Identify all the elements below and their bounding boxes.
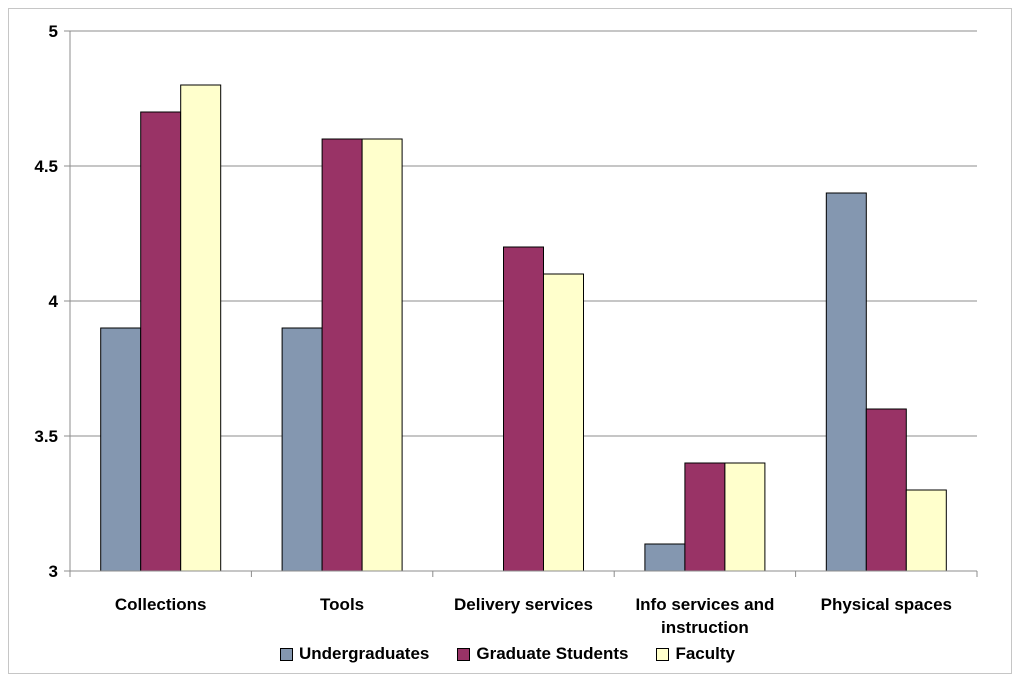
- bar-undergraduates-physical-spaces: [825, 192, 867, 572]
- bar-graduate-students-info-services-and-instruction: [684, 462, 726, 572]
- x-tick-label: Collections: [115, 595, 207, 614]
- bar-faculty-tools: [361, 138, 403, 572]
- bar-faculty-info-services-and-instruction: [724, 462, 766, 572]
- bar-faculty-physical-spaces: [905, 489, 947, 572]
- legend-swatch-faculty: [656, 647, 670, 661]
- legend-item-graduate-students: Graduate Students: [457, 644, 628, 664]
- bar-faculty-delivery-services: [543, 273, 584, 572]
- axes: [64, 30, 978, 577]
- bar-undergraduates-tools: [281, 327, 323, 572]
- x-tick-label: Physical spaces: [821, 595, 952, 614]
- bar-graduate-students-delivery-services: [503, 246, 544, 572]
- bars: [100, 84, 947, 572]
- bar-chart: 3 3.5 4 4.5 5 Collections Tools Delivery servi…: [34, 22, 978, 637]
- y-tick-label: 4: [49, 292, 59, 311]
- y-tick-label: 3: [49, 562, 58, 581]
- bar-graduate-students-physical-spaces: [865, 408, 907, 572]
- y-tick-label: 4.5: [34, 157, 58, 176]
- legend-item-faculty: Faculty: [656, 644, 735, 664]
- y-tick-label: 3.5: [34, 427, 58, 446]
- x-tick-label: Tools: [320, 595, 364, 614]
- legend-label-graduate-students: Graduate Students: [476, 644, 629, 663]
- bar-graduate-students-tools: [321, 138, 363, 572]
- y-tick-label: 5: [49, 22, 58, 41]
- x-tick-label: Delivery services: [454, 595, 593, 614]
- bar-faculty-collections: [180, 84, 222, 572]
- bar-undergraduates-collections: [100, 327, 142, 572]
- legend-swatch-graduate-students: [457, 647, 471, 661]
- legend: Undergraduates Graduate Students Faculty: [0, 644, 1015, 664]
- x-tick-labels: Collections Tools Delivery services Info se…: [115, 595, 952, 637]
- x-tick-label: Info services and instruction: [635, 595, 774, 637]
- legend-label-faculty: Faculty: [675, 644, 735, 663]
- legend-item-undergraduates: Undergraduates: [280, 644, 429, 664]
- legend-swatch-undergraduates: [280, 647, 293, 661]
- bar-undergraduates-info-services-and-instruction: [644, 543, 686, 572]
- y-tick-labels: 3 3.5 4 4.5 5: [34, 22, 58, 581]
- bar-graduate-students-collections: [140, 111, 182, 572]
- legend-label-undergraduates: Undergraduates: [299, 644, 430, 663]
